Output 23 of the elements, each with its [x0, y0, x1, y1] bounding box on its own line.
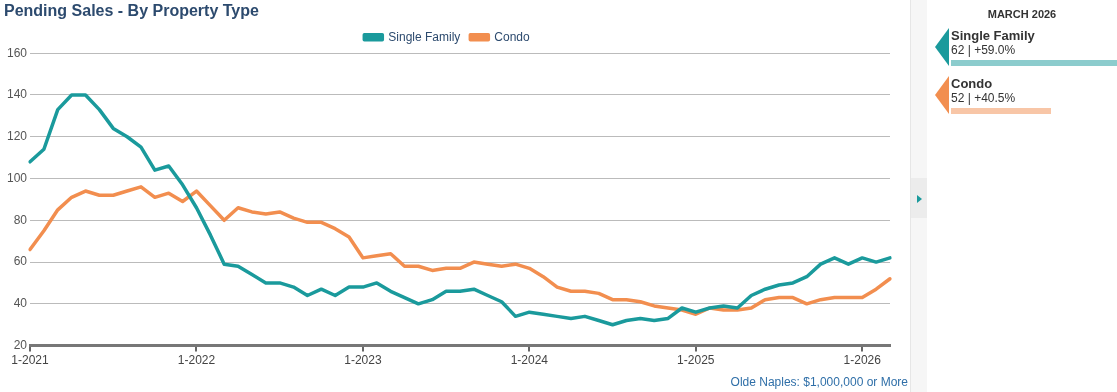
- x-tick-label: 1-2024: [510, 353, 549, 368]
- x-tick-label: 1-2026: [843, 353, 882, 368]
- y-tick-label: 60: [13, 254, 28, 269]
- legend-label: Single Family: [388, 29, 461, 44]
- x-tick-label: 1-2025: [677, 353, 715, 368]
- y-tick-label: 20: [13, 337, 28, 352]
- chart-title: Pending Sales - By Property Type: [4, 2, 259, 20]
- text: MARCH 2026: [986, 8, 1058, 20]
- text: Condo: [951, 76, 993, 91]
- x-tick-label: 1-2023: [344, 353, 382, 368]
- text: Single Family: [951, 28, 1035, 43]
- text: 52 | +40.5%: [951, 91, 1017, 106]
- y-tick-label: 100: [6, 170, 28, 185]
- x-tick-label: 1-2021: [11, 353, 50, 368]
- y-tick-label: 160: [6, 45, 28, 60]
- y-tick-label: 40: [13, 296, 28, 311]
- text: 62 | +59.0%: [951, 43, 1017, 58]
- x-tick-label: 1-2022: [177, 353, 216, 368]
- y-tick-label: 80: [13, 212, 28, 227]
- legend-label: Condo: [494, 29, 531, 44]
- y-tick-label: 140: [6, 87, 28, 102]
- y-tick-label: 120: [6, 129, 28, 144]
- text: Olde Naples: $1,000,000 or More: [730, 375, 909, 390]
